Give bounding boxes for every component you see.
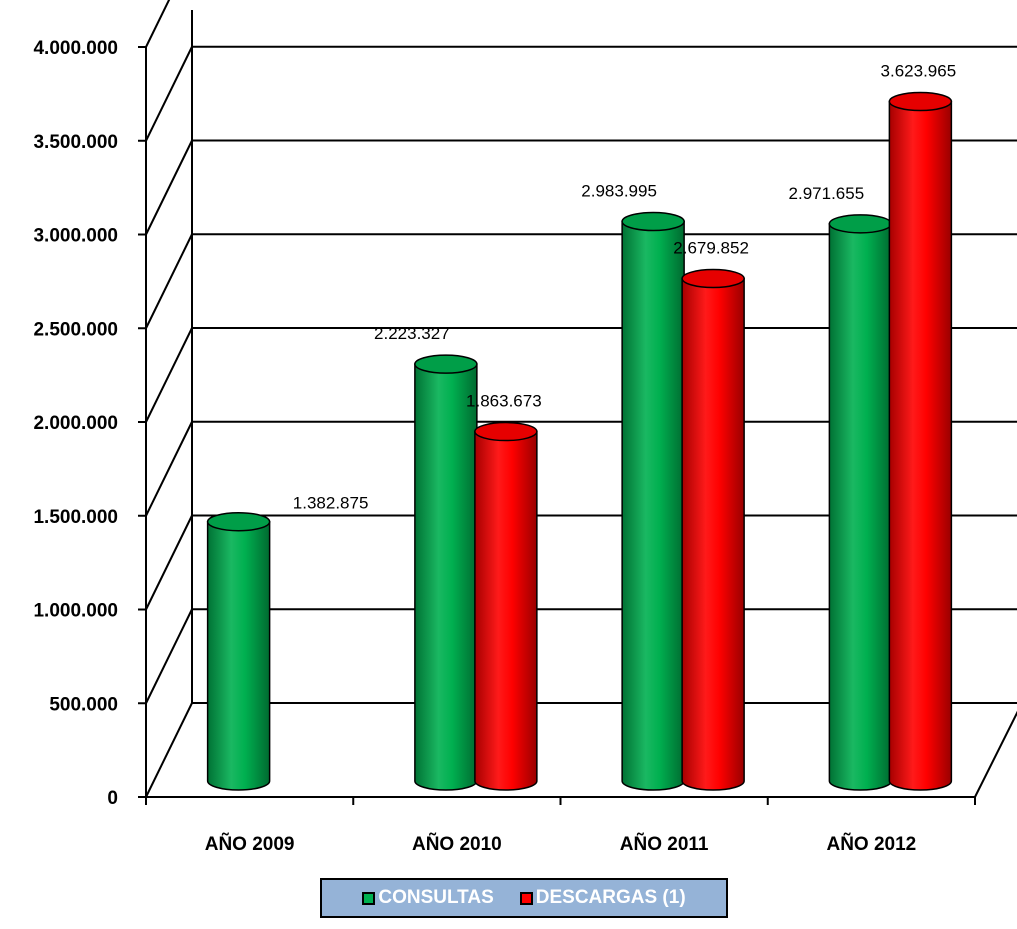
bar-top (206, 511, 271, 532)
x-tick-label: AÑO 2010 (412, 833, 502, 855)
y-tick-label: 2.500.000 (33, 319, 118, 340)
data-label: 1.382.875 (293, 494, 369, 513)
y-tick-label: 4.000.000 (33, 38, 118, 59)
data-label: 2.223.327 (374, 324, 450, 343)
floor-edge (974, 710, 1017, 798)
y-tick-label: 0 (107, 788, 118, 809)
y-tick-label: 500.000 (49, 694, 118, 715)
bar-top (621, 211, 685, 232)
y-tick-label: 1.000.000 (33, 601, 118, 622)
gridline-side (145, 702, 193, 798)
data-label: 2.679.852 (673, 239, 749, 258)
bar-top (414, 354, 478, 374)
gridline-side (145, 140, 193, 235)
data-label: 1.863.673 (466, 392, 542, 411)
bar-top (681, 268, 745, 289)
gridline-side (145, 0, 171, 48)
bar-top (888, 91, 953, 112)
y-tick-label: 3.500.000 (33, 132, 118, 153)
bar-consultas (206, 520, 271, 791)
data-label: 2.971.655 (789, 184, 865, 203)
bar-consultas (414, 363, 478, 791)
data-label: 3.623.965 (881, 62, 957, 81)
legend-label-consultas: CONSULTAS (378, 887, 494, 908)
bar-descargas (681, 277, 745, 791)
legend-item-consultas: CONSULTAS (362, 887, 494, 909)
x-tick-label: AÑO 2009 (205, 833, 295, 855)
legend-swatch-consultas (362, 891, 376, 905)
bar-consultas (621, 220, 685, 791)
bar-consultas (828, 223, 893, 791)
legend-item-descargas: DESCARGAS (1) (519, 887, 686, 909)
bar-top (474, 421, 538, 442)
bar-top (828, 214, 893, 234)
gridline-side (145, 608, 193, 704)
bar-descargas (474, 430, 538, 791)
gridline-side (145, 327, 193, 423)
gridline-side (145, 421, 193, 517)
legend-label-descargas: DESCARGAS (1) (535, 887, 686, 908)
bar-descargas (888, 100, 953, 791)
chart-legend: CONSULTAS DESCARGAS (1) (320, 878, 728, 918)
x-tick-label: AÑO 2011 (620, 833, 709, 855)
x-tick-label: AÑO 2012 (826, 833, 916, 855)
gridline-side (145, 46, 193, 142)
y-tick-label: 1.500.000 (33, 507, 118, 528)
data-label: 2.983.995 (581, 182, 657, 201)
gridline-side (145, 233, 193, 329)
legend-swatch-descargas (519, 891, 533, 905)
gridline-side (145, 515, 193, 610)
y-tick-label: 2.000.000 (33, 413, 118, 434)
y-tick-label: 3.000.000 (33, 226, 118, 247)
